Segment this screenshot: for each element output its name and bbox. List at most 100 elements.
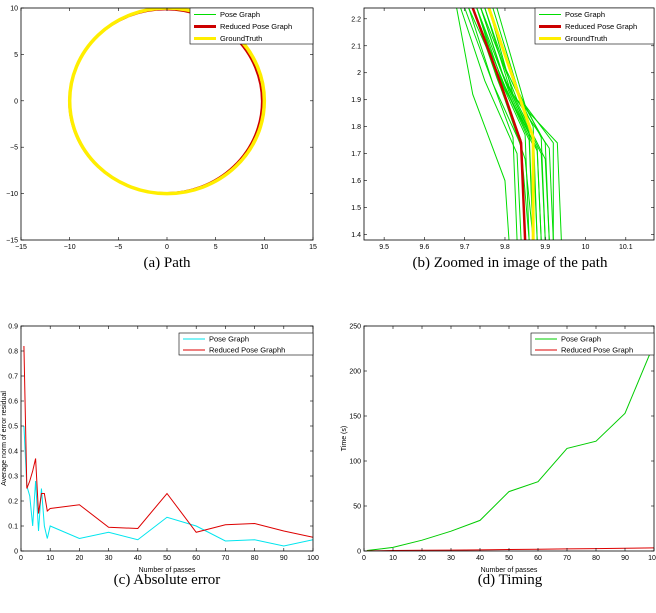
legend-label: Pose Graph bbox=[561, 335, 601, 344]
x-tick-label: 100 bbox=[648, 555, 656, 562]
x-tick-label: 50 bbox=[163, 555, 171, 562]
legend-label: GroundTruth bbox=[565, 34, 607, 43]
x-tick-label: 70 bbox=[563, 555, 571, 562]
y-tick-label: 0.6 bbox=[8, 399, 18, 406]
y-tick-label: 250 bbox=[349, 324, 361, 331]
series-a-2 bbox=[67, 8, 267, 196]
x-tick-label: 10 bbox=[389, 555, 397, 562]
x-tick-label: 10.1 bbox=[619, 244, 633, 251]
y-tick-label: 2.1 bbox=[351, 43, 361, 50]
x-tick-label: 50 bbox=[505, 555, 513, 562]
x-tick-label: 9.7 bbox=[460, 244, 470, 251]
chart-a: −15 −10 −5 0 5 10 15 −15 −10 −5 0 5 10 Pose Graph Redu… bbox=[6, 6, 317, 272]
y-tick-label: 10 bbox=[10, 6, 18, 13]
x-tick-label: 100 bbox=[307, 555, 319, 562]
legend-box bbox=[530, 332, 655, 356]
y-tick-label: 0.4 bbox=[8, 449, 18, 456]
legend-d: Pose Graph Reduced Pose Graph bbox=[530, 332, 655, 356]
x-tick-label: 0 bbox=[19, 555, 23, 562]
x-tick-label: 30 bbox=[105, 555, 113, 562]
y-tick-label: −10 bbox=[6, 191, 18, 198]
x-tick-label: 0 bbox=[165, 244, 169, 251]
series-line bbox=[456, 8, 510, 240]
legend-label: Pose Graph bbox=[220, 10, 260, 19]
x-tick-label: 0 bbox=[362, 555, 366, 562]
legend-box bbox=[178, 332, 314, 356]
legend-label: Reduced Pose Graphh bbox=[209, 346, 285, 355]
legend-a: Pose Graph Reduced Pose Graph GroundTruth bbox=[189, 7, 314, 45]
series-c-1 bbox=[23, 345, 313, 538]
y-tick-label: 0.7 bbox=[8, 374, 18, 381]
x-tick-label: 20 bbox=[418, 555, 426, 562]
legend-label: GroundTruth bbox=[220, 34, 262, 43]
axes-box bbox=[363, 7, 655, 241]
chart-d: 0 10 20 30 40 50 60 70 80 90 100 0 50 100 150 200 250 Num… bbox=[341, 324, 656, 589]
x-tick-label: 40 bbox=[134, 555, 142, 562]
y-axis-label: Time (s) bbox=[341, 426, 348, 451]
y-tick-label: 0 bbox=[14, 549, 18, 556]
y-tick-label: −15 bbox=[6, 238, 18, 245]
x-tick-label: 9.8 bbox=[500, 244, 510, 251]
series-line bbox=[460, 8, 522, 240]
caption-c: (c) Absolute error bbox=[114, 572, 221, 588]
y-tick-label: 1.4 bbox=[351, 232, 361, 239]
x-axis-label: Number of passes bbox=[139, 567, 196, 574]
x-tick-label: 60 bbox=[534, 555, 542, 562]
y-tick-label: 200 bbox=[349, 369, 361, 376]
chart-c: 0 10 20 30 40 50 60 70 80 90 100 0 0.1 0.2 0.3 0.4 0.5 0.… bbox=[1, 324, 319, 589]
series-b-1 bbox=[471, 8, 527, 240]
y-tick-label: 0.5 bbox=[8, 424, 18, 431]
y-tick-label: 1.8 bbox=[351, 124, 361, 131]
y-tick-label: 0.1 bbox=[8, 524, 18, 531]
x-axis-label: Number of passes bbox=[481, 567, 538, 574]
x-tick-label: 20 bbox=[76, 555, 84, 562]
caption-d: (d) Timing bbox=[478, 572, 543, 588]
series-line bbox=[480, 8, 534, 240]
y-tick-label: 2 bbox=[357, 70, 361, 77]
series-line bbox=[496, 8, 554, 240]
y-tick-label: −5 bbox=[10, 145, 18, 152]
y-tick-label: 0.8 bbox=[8, 349, 18, 356]
series-line bbox=[476, 8, 542, 240]
series-d-0 bbox=[366, 343, 654, 551]
y-tick-label: 2.2 bbox=[351, 16, 361, 23]
plot-area-d bbox=[366, 343, 654, 551]
x-tick-label: 70 bbox=[222, 555, 230, 562]
x-tick-label: 30 bbox=[447, 555, 455, 562]
legend-label: Reduced Pose Graph bbox=[565, 22, 637, 31]
plot-area-c bbox=[23, 345, 313, 547]
x-tick-label: 10 bbox=[260, 244, 268, 251]
series-line bbox=[366, 547, 654, 551]
series-line bbox=[476, 8, 530, 240]
y-tick-label: 0 bbox=[14, 98, 18, 105]
series-c-0 bbox=[23, 425, 313, 547]
x-tick-label: 90 bbox=[621, 555, 629, 562]
x-tick-label: 9.9 bbox=[540, 244, 550, 251]
series-line bbox=[464, 8, 518, 240]
y-tick-label: 1.6 bbox=[351, 178, 361, 185]
series-line bbox=[67, 8, 267, 196]
x-tick-label: 60 bbox=[192, 555, 200, 562]
legend-label: Pose Graph bbox=[209, 335, 249, 344]
x-tick-label: −10 bbox=[64, 244, 76, 251]
series-d-1 bbox=[366, 547, 654, 551]
x-tick-label: 15 bbox=[309, 244, 317, 251]
series-b-2 bbox=[487, 8, 535, 240]
y-axis-label: Average norm of error residual bbox=[1, 391, 8, 486]
axes-box bbox=[363, 325, 655, 552]
series-line bbox=[468, 8, 530, 240]
series-line bbox=[366, 343, 654, 551]
caption-b: (b) Zoomed in image of the path bbox=[413, 255, 608, 271]
y-tick-label: 0 bbox=[357, 549, 361, 556]
x-tick-label: 9.5 bbox=[379, 244, 389, 251]
legend-c: Pose Graph Reduced Pose Graphh bbox=[178, 332, 314, 356]
y-tick-label: 1.5 bbox=[351, 205, 361, 212]
series-line bbox=[23, 425, 313, 547]
plot-area-b bbox=[456, 8, 562, 240]
caption-a: (a) Path bbox=[143, 255, 191, 271]
legend-label: Reduced Pose Graph bbox=[561, 346, 633, 355]
series-line bbox=[487, 8, 535, 240]
y-tick-label: 150 bbox=[349, 414, 361, 421]
x-tick-label: 80 bbox=[251, 555, 259, 562]
